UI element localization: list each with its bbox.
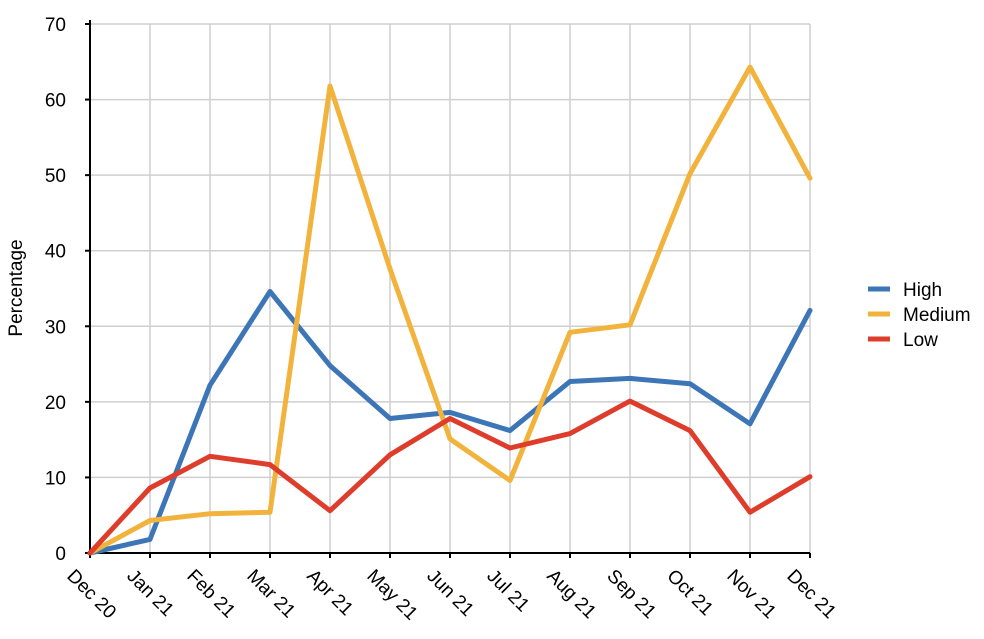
y-tick-labels: 0 10 20 30 40 50 60 70 — [45, 15, 66, 565]
x-tick-label: Jul 21 — [482, 566, 533, 617]
x-tick-label: Sep 21 — [602, 566, 659, 623]
series-line-low — [87, 398, 813, 556]
x-tick-label: Dec 20 — [62, 566, 119, 623]
legend-label-low: Low — [903, 330, 938, 351]
legend-label-medium: Medium — [903, 305, 971, 326]
x-tick-label: Dec 21 — [782, 566, 839, 623]
x-tick-label: May 21 — [362, 566, 421, 625]
x-tick-label: Feb 21 — [182, 566, 239, 623]
y-tick-label: 40 — [45, 242, 66, 263]
x-tick-label: Aug 21 — [542, 566, 599, 623]
x-tick-label: Apr 21 — [302, 566, 356, 620]
y-tick-label: 50 — [45, 166, 66, 187]
y-tick-label: 60 — [45, 91, 66, 112]
x-tick-labels: Dec 20 Jan 21 Feb 21 Mar 21 Apr 21 May 21 Jun … — [62, 566, 839, 625]
series-line-medium — [87, 64, 813, 556]
series-lines — [87, 64, 813, 556]
series-line-high — [87, 289, 813, 556]
legend-label-high: High — [903, 280, 942, 301]
x-tick-label: Oct 21 — [662, 566, 716, 620]
y-tick-label: 0 — [55, 544, 66, 565]
x-tick-label: Mar 21 — [242, 566, 299, 623]
y-tick-label: 30 — [45, 317, 66, 338]
grid — [90, 23, 811, 553]
y-tick-label: 10 — [45, 468, 66, 489]
legend: High Medium Low — [868, 280, 971, 351]
axes — [85, 20, 811, 558]
y-tick-label: 20 — [45, 393, 66, 414]
y-tick-label: 70 — [45, 15, 66, 36]
x-tick-label: Nov 21 — [722, 566, 779, 623]
x-tick-label: Jun 21 — [422, 566, 477, 621]
x-tick-label: Jan 21 — [122, 566, 177, 621]
y-axis-label: Percentage — [6, 239, 27, 336]
